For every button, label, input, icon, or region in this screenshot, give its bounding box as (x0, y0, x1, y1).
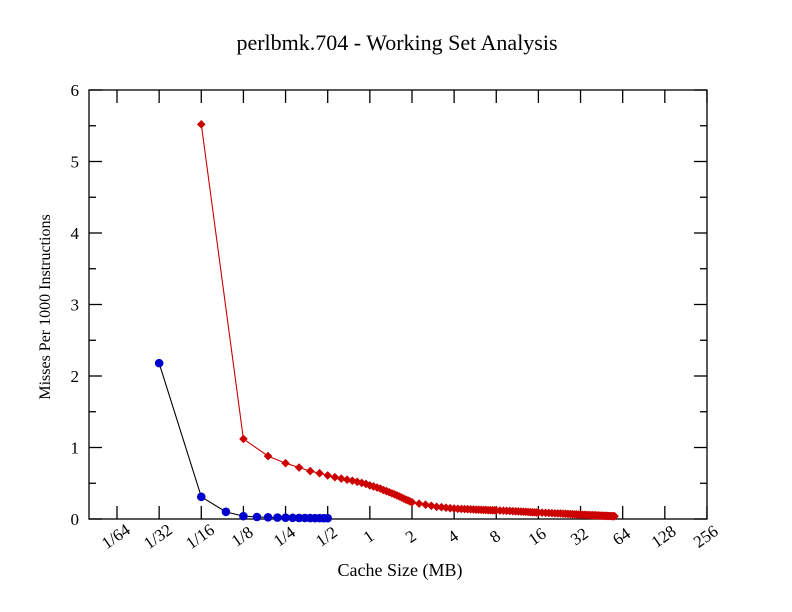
y-tick-label: 4 (71, 224, 80, 243)
red-data-point (330, 472, 340, 482)
red-data-point (323, 471, 333, 480)
x-tick-label: 8 (486, 526, 504, 546)
y-tick-labels: 0 1 2 3 4 5 6 (71, 81, 80, 529)
blue-data-point (273, 513, 282, 522)
y-tick-label: 1 (71, 439, 80, 458)
x-tick-label: 1/2 (312, 522, 341, 550)
x-axis-label: Cache Size (MB) (338, 560, 463, 581)
x-tick-label: 16 (525, 524, 550, 549)
x-tick-label: 4 (444, 526, 462, 547)
plot-frame (88, 89, 708, 520)
blue-data-point (281, 513, 290, 523)
red-data-point (196, 120, 206, 129)
blue-data-point (154, 358, 164, 368)
x-tick-label: 2 (402, 526, 420, 546)
red-data-point (263, 451, 273, 461)
red-data-point (414, 499, 424, 508)
blue-data-point (196, 492, 206, 502)
x-tick-label: 64 (609, 524, 634, 550)
y-tick-label: 3 (71, 296, 80, 315)
x-tick-label: 1/32 (140, 520, 176, 553)
red-data-point (421, 500, 430, 510)
axis-ticks (89, 89, 708, 520)
y-tick-label: 6 (71, 81, 80, 100)
blue-data-point (239, 511, 248, 521)
x-tick-label: 1/4 (270, 522, 299, 550)
y-tick-label: 5 (71, 153, 80, 172)
red-data-point (315, 468, 324, 478)
red-data-point (239, 434, 248, 444)
x-tick-labels: 1/64 1/32 1/16 1/8 1/4 1/2 1 2 4 8 16 32 64 128 256 (98, 520, 722, 553)
red-data-point (610, 511, 619, 521)
red-data-point (305, 466, 315, 476)
blue-data-point (263, 512, 273, 522)
blue-data-point (323, 513, 333, 523)
red-data-point (294, 463, 304, 472)
red-series (196, 120, 619, 521)
x-tick-label: 1/16 (182, 520, 218, 553)
x-tick-label: 128 (648, 521, 680, 551)
red-data-point (407, 497, 417, 507)
blue-data-point (221, 507, 231, 517)
red-data-point (336, 474, 346, 483)
x-tick-label: 1 (360, 526, 378, 546)
y-tick-label: 2 (71, 367, 80, 386)
y-tick-label: 0 (71, 510, 80, 529)
blue-data-point (252, 512, 262, 522)
y-axis-label: Misses Per 1000 Instructions (37, 214, 54, 399)
red-data-point (281, 458, 290, 468)
x-tick-label: 256 (690, 521, 722, 551)
x-tick-label: 1/8 (228, 522, 257, 550)
x-tick-label: 1/64 (98, 520, 134, 553)
x-tick-label: 32 (567, 524, 592, 549)
chart-title: perlbmk.704 - Working Set Analysis (236, 30, 557, 55)
blue-series (154, 358, 333, 523)
